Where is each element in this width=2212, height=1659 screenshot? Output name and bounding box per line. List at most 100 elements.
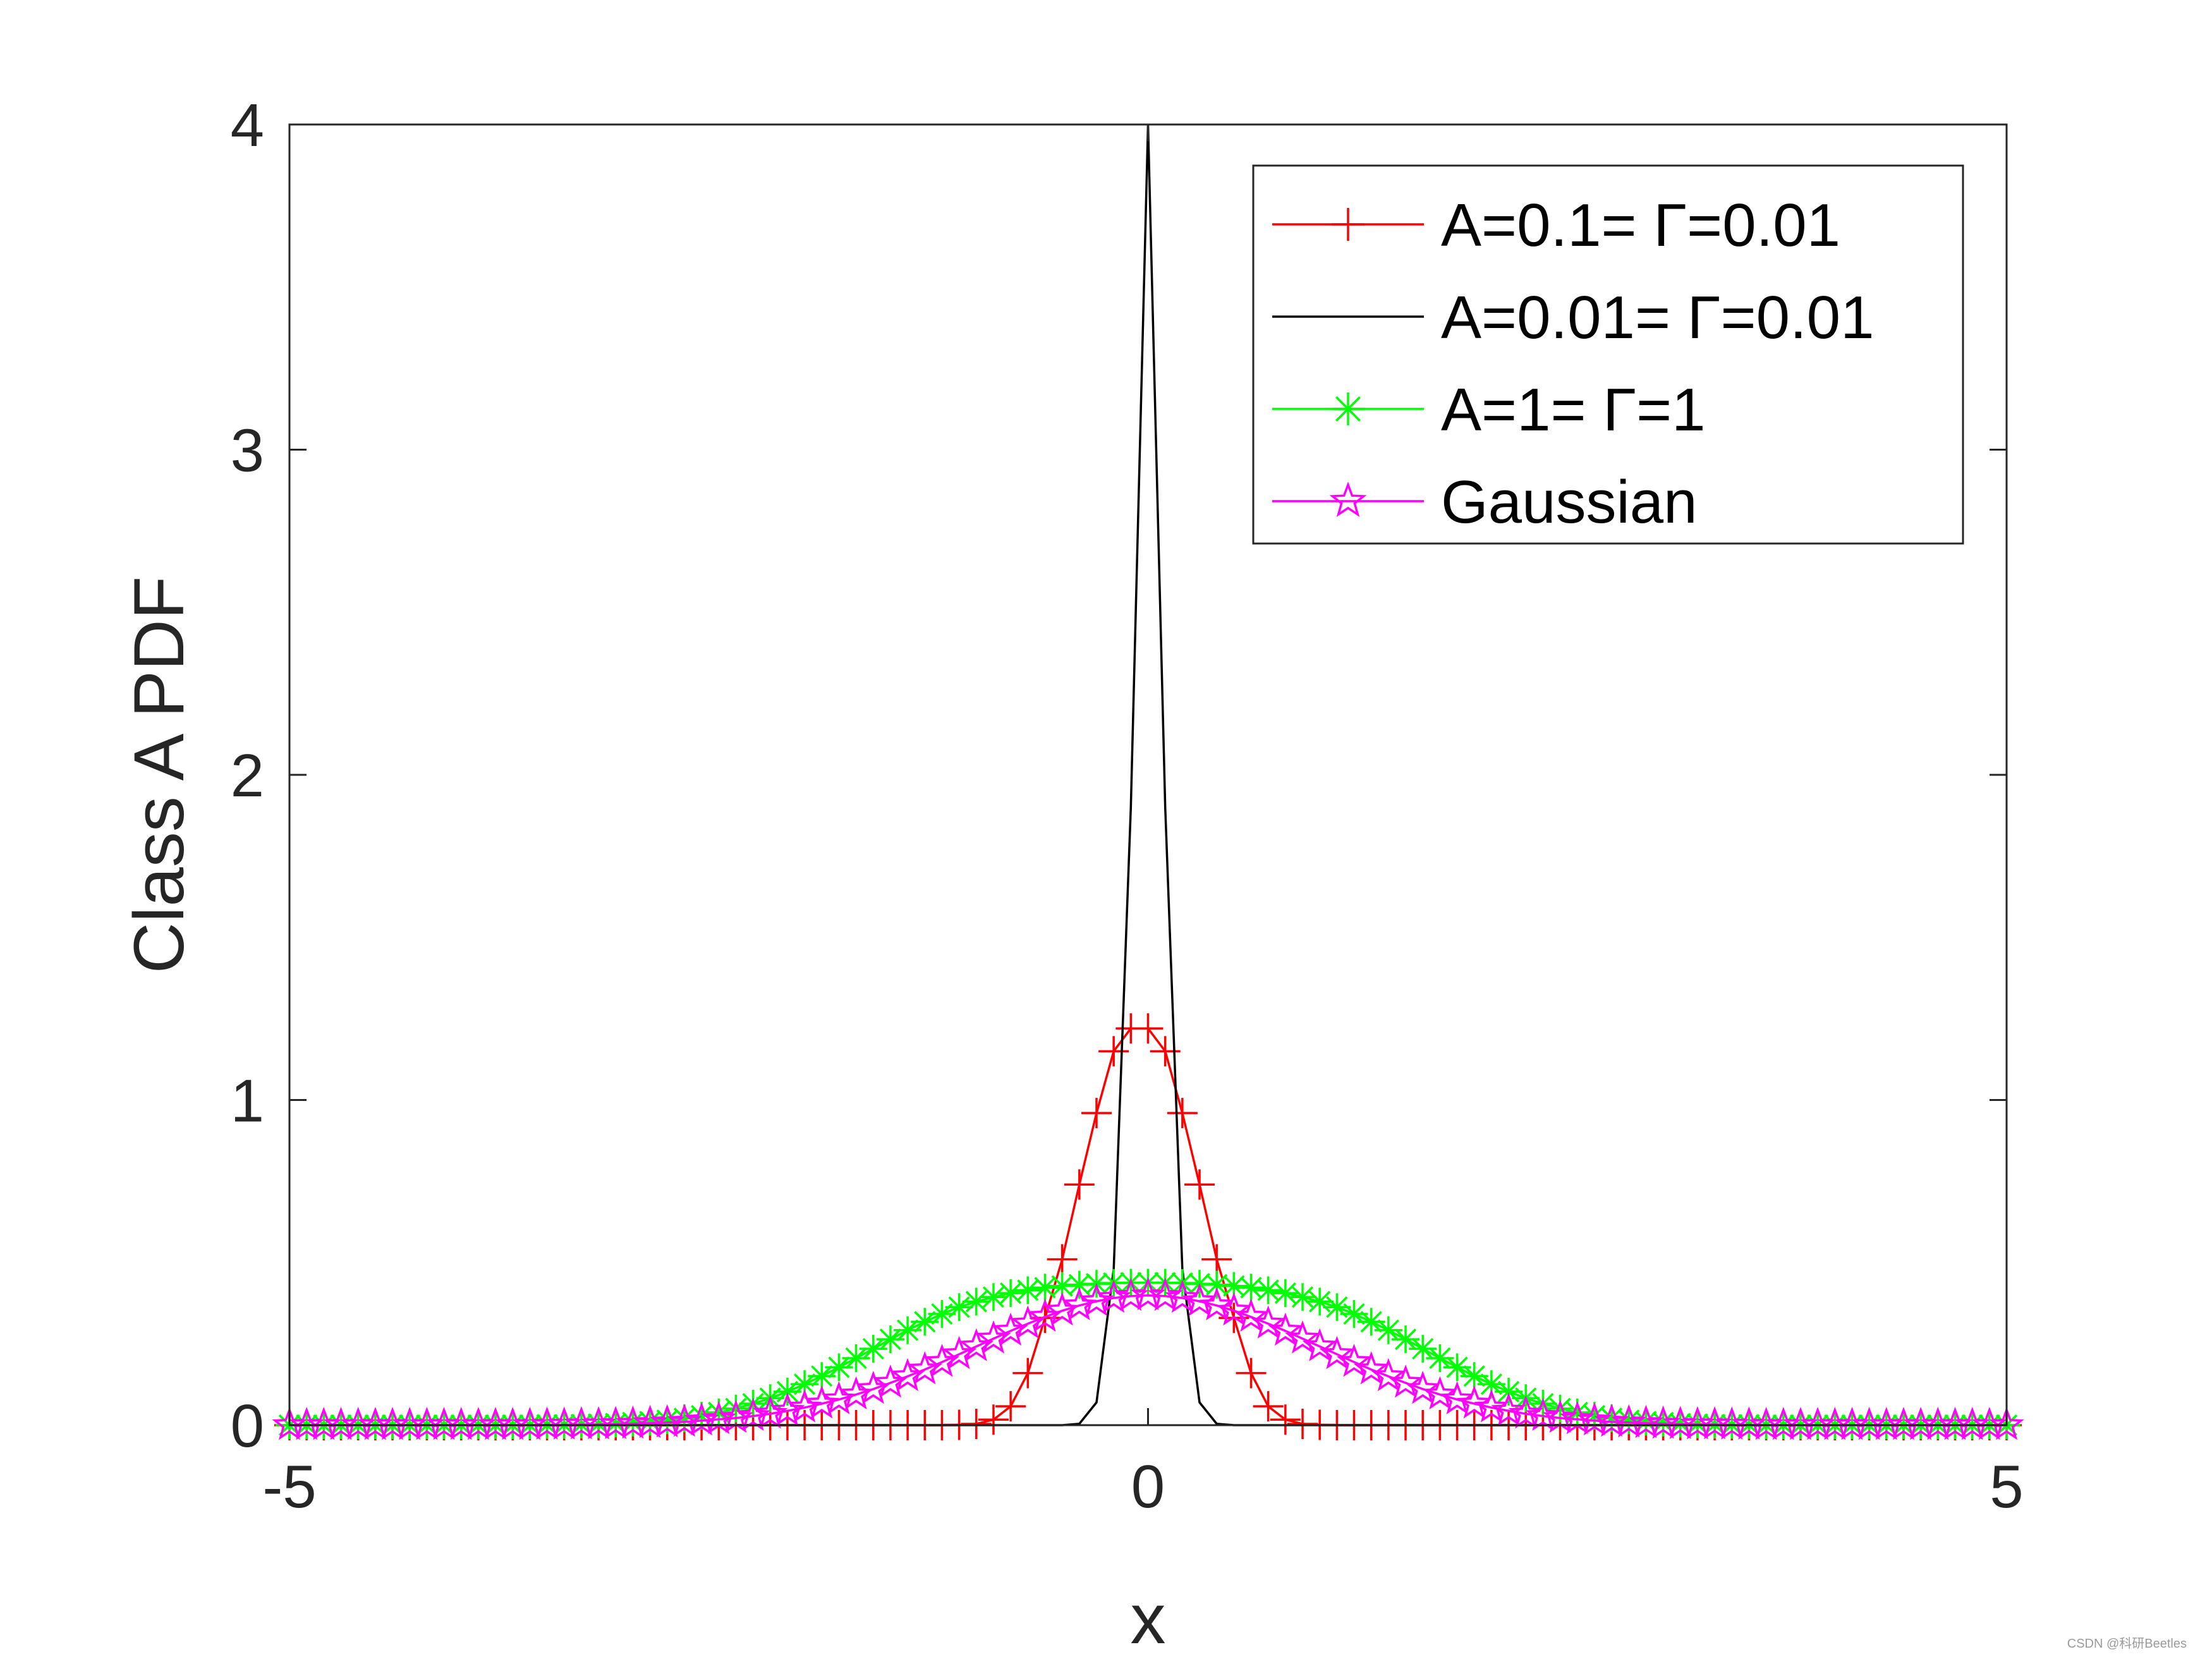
data-point (1649, 1408, 1677, 1437)
data-point (1270, 1404, 1301, 1435)
data-point (1048, 1272, 1076, 1300)
data-point (619, 1408, 647, 1437)
legend-entry: A=1= Γ=1 (1272, 376, 1706, 444)
data-point (1098, 1036, 1129, 1067)
data-point (1014, 1276, 1042, 1304)
data-point (1460, 1362, 1488, 1390)
data-point (1285, 1320, 1320, 1354)
data-point (1409, 1335, 1437, 1363)
data-point (825, 1353, 853, 1382)
data-point (1306, 1287, 1334, 1316)
legend-label: A=0.1= Γ=0.01 (1441, 191, 1840, 259)
data-point (1491, 1392, 1526, 1426)
data-point (736, 1397, 771, 1431)
data-point (722, 1394, 750, 1423)
data-point (842, 1344, 870, 1373)
data-point (791, 1370, 819, 1399)
data-point (667, 1403, 702, 1437)
data-point (1216, 1292, 1251, 1326)
data-point (808, 1362, 836, 1390)
data-point (1184, 1169, 1215, 1200)
y-tick-label: 1 (231, 1067, 264, 1135)
data-point (1081, 1098, 1112, 1129)
data-point (1065, 1270, 1093, 1299)
legend-box (1252, 164, 1964, 545)
legend-label: A=1= Γ=1 (1441, 376, 1706, 444)
legend-entry: A=0.01= Γ=0.01 (1272, 284, 1874, 351)
legend-entry: Gaussian (1272, 468, 1698, 536)
y-axis-label: Class A PDF (119, 576, 198, 974)
x-tick-label: -5 (262, 1453, 316, 1521)
data-point (773, 1378, 801, 1406)
data-point (636, 1407, 664, 1436)
data-point (670, 1404, 698, 1433)
data-point (1477, 1370, 1505, 1399)
data-point (894, 1316, 922, 1344)
data-point (1268, 1312, 1303, 1346)
data-point (1064, 1169, 1095, 1200)
data-point (1201, 1244, 1232, 1275)
data-point (1062, 1287, 1097, 1321)
data-point (962, 1287, 990, 1316)
data-point (1508, 1395, 1543, 1429)
data-point (1457, 1385, 1492, 1419)
data-point (1220, 1272, 1248, 1300)
data-point (1079, 1282, 1114, 1316)
x-tick-label: 0 (1131, 1453, 1165, 1521)
data-point (1354, 1351, 1389, 1385)
data-point (1133, 1013, 1164, 1044)
data-point (1182, 1282, 1217, 1316)
data-point (1251, 1305, 1286, 1339)
data-point (1148, 1277, 1183, 1311)
data-point (1989, 1406, 2024, 1440)
data-point (787, 1389, 822, 1423)
data-point (995, 1391, 1026, 1422)
data-point (928, 1300, 956, 1328)
data-point (1271, 1279, 1299, 1308)
data-point (1289, 1283, 1317, 1311)
watermark: CSDN @科研Beetles (2067, 1637, 2187, 1651)
data-point (1615, 1406, 1643, 1435)
data-point (1045, 1292, 1080, 1326)
data-point (1388, 1364, 1423, 1398)
data-point (1336, 1344, 1372, 1377)
data-point (1426, 1344, 1454, 1373)
data-point (1167, 1098, 1198, 1129)
legend: A=0.1= Γ=0.01 A=0.01= Γ=0.01 A=1= Γ=1 Gauss… (1252, 164, 1964, 545)
y-tick-label: 2 (231, 742, 264, 810)
data-point (684, 1402, 719, 1436)
data-point (1439, 1381, 1475, 1414)
x-axis-label: x (1131, 1579, 1166, 1658)
data-point (1199, 1287, 1234, 1321)
data-point (1495, 1378, 1523, 1406)
data-point (1525, 1397, 1560, 1431)
data-point (1546, 1394, 1574, 1423)
data-point (753, 1395, 788, 1429)
data-point (1323, 1293, 1351, 1322)
data-point (1474, 1389, 1509, 1423)
legend-label: Gaussian (1441, 468, 1698, 536)
data-point (1374, 1316, 1402, 1344)
data-point (1632, 1407, 1660, 1436)
data-point (1236, 1358, 1267, 1389)
y-tick-label: 0 (231, 1392, 264, 1460)
data-point (961, 1408, 992, 1439)
data-point (997, 1279, 1025, 1308)
data-point (979, 1283, 1007, 1311)
data-point (1332, 392, 1364, 425)
data-point (1253, 1391, 1284, 1422)
data-point (1392, 1325, 1420, 1354)
data-point (1598, 1404, 1626, 1433)
data-point (1329, 481, 1367, 518)
data-point (1371, 1358, 1406, 1392)
data-point (1233, 1298, 1269, 1332)
data-point (1340, 1300, 1368, 1328)
legend-label: A=0.01= Γ=0.01 (1441, 284, 1874, 351)
data-point (1319, 1335, 1354, 1370)
data-point (688, 1402, 716, 1430)
ticks-layer (288, 123, 2008, 1426)
data-point (1302, 1328, 1337, 1361)
data-point (821, 1381, 857, 1414)
